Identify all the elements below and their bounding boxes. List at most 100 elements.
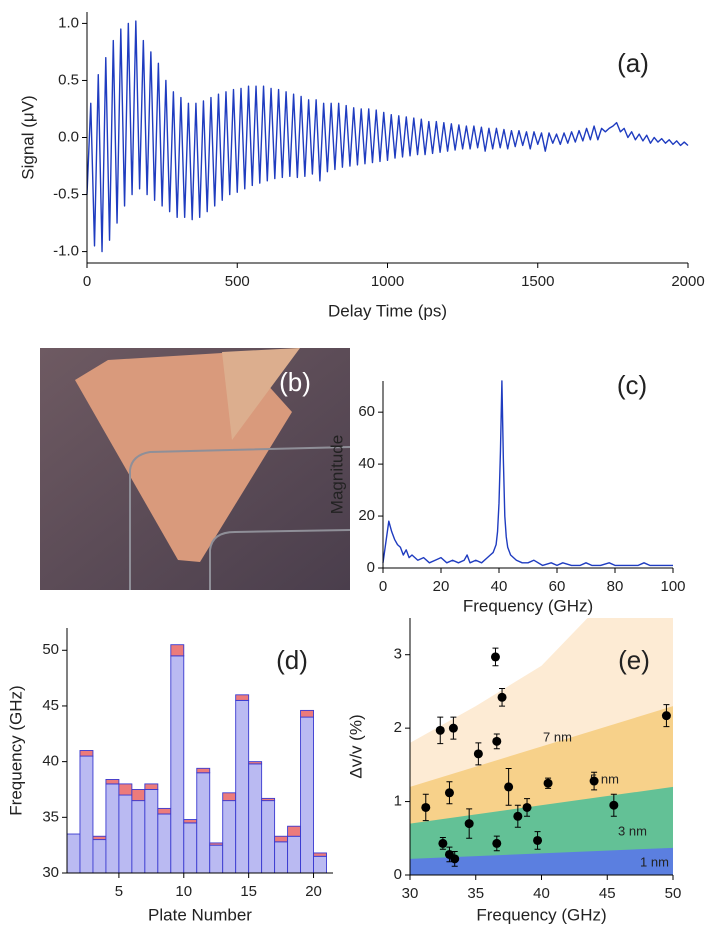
bar-segment	[118, 783, 133, 796]
data-point	[435, 725, 445, 735]
bar-segment	[313, 855, 327, 874]
thickness-band	[410, 847, 673, 875]
y-tick-label: -1.0	[53, 243, 79, 260]
data-point	[490, 652, 500, 662]
x-tick-label: 45	[599, 885, 616, 902]
x-tick-label: 15	[240, 883, 257, 900]
flake-overlay	[222, 348, 300, 440]
x-tick-label: 40	[533, 885, 550, 902]
y-tick-label: 20	[358, 507, 375, 524]
y-tick-label: 0.5	[58, 71, 79, 88]
x-tick-label: 5	[115, 883, 123, 900]
data-point	[513, 811, 523, 821]
substrate-pattern	[129, 446, 351, 590]
bar-segment	[196, 772, 211, 874]
bar-segment	[183, 822, 198, 874]
x-axis-label: Plate Number	[148, 905, 252, 924]
x-tick-label: 60	[549, 578, 566, 595]
data-point	[450, 854, 460, 864]
y-tick-label: 1.0	[58, 14, 79, 31]
bar-segment	[183, 819, 198, 824]
bar-segment	[287, 835, 302, 874]
band-label: 1 nm	[640, 854, 669, 869]
bar-segment	[131, 789, 146, 802]
x-tick-label: 40	[491, 578, 508, 595]
data-point	[609, 800, 619, 810]
y-tick-label: 35	[42, 808, 59, 825]
bar-segment	[261, 797, 276, 802]
bar-segment	[79, 755, 94, 874]
x-tick-label: 35	[467, 885, 484, 902]
bar-segment	[222, 792, 237, 802]
data-point	[497, 692, 507, 702]
y-tick-label: 40	[358, 455, 375, 472]
x-tick-label: 30	[402, 885, 419, 902]
photo-panel: (b)	[40, 348, 351, 590]
y-axis-label: Δv/v (%)	[346, 714, 365, 778]
bar-segment	[235, 694, 250, 701]
y-tick-label: 0	[394, 866, 402, 883]
y-tick-label: 45	[42, 697, 59, 714]
y-tick-label: 3	[394, 646, 402, 663]
bar-segment	[144, 789, 159, 874]
band-label: 3 nm	[618, 823, 647, 838]
bar-segment	[144, 783, 159, 790]
bar-segment	[79, 750, 94, 757]
x-axis-label: Delay Time (ps)	[328, 301, 447, 320]
chart-panel: 0 20 40 60 0 20 40 60 80 100 Frequency (GHz) Magnit…	[327, 370, 685, 616]
data-point	[492, 736, 502, 746]
y-tick-label: 40	[42, 753, 59, 770]
y-tick-label: 50	[42, 641, 59, 658]
bar-segment	[131, 800, 146, 874]
x-tick-label: 20	[305, 883, 322, 900]
x-tick-label: 2000	[671, 273, 704, 290]
y-tick-label: 30	[42, 864, 59, 881]
bar-segment	[92, 835, 107, 841]
y-axis-label: Frequency (GHz)	[6, 685, 25, 815]
bar-segment	[170, 655, 185, 874]
x-tick-label: 50	[665, 885, 682, 902]
plot-area	[66, 644, 327, 874]
bar-segment	[196, 767, 211, 774]
data-point	[661, 711, 671, 721]
data-line	[382, 380, 673, 567]
data-point	[504, 782, 514, 792]
bar-segment	[170, 644, 185, 657]
y-tick-label: 0	[367, 559, 375, 576]
bar-segment	[118, 794, 133, 874]
band-label: 7 nm	[543, 729, 572, 744]
x-axis-label: Frequency (GHz)	[476, 905, 606, 924]
x-tick-label: 10	[175, 883, 192, 900]
y-axis-label: Magnitude	[327, 435, 346, 514]
bar-segment	[248, 763, 263, 874]
bar-segment	[209, 844, 224, 874]
x-tick-label: 80	[607, 578, 624, 595]
bar-segment	[235, 699, 250, 874]
y-tick-label: 60	[358, 403, 375, 420]
chart-panel: -1.0 -0.5 0.0 0.5 1.0 0 500 1000 1500 2000 Delay T…	[18, 12, 705, 320]
bar-segment	[157, 807, 172, 815]
panel-label: (e)	[618, 645, 650, 675]
bar-segment	[222, 800, 237, 874]
data-point	[421, 802, 431, 812]
plot-area: 7 nm5 nm3 nm1 nm	[410, 618, 673, 875]
y-tick-label: 0.0	[58, 128, 79, 145]
data-point	[492, 838, 502, 848]
bar-segment	[261, 800, 276, 874]
bar-segment	[105, 783, 120, 874]
x-tick-label: 1500	[521, 273, 554, 290]
chart-panel: 30 35 40 45 50 5 10 15 20 Plate Number Frequency (…	[6, 628, 333, 924]
panel-label: (b)	[279, 367, 311, 397]
data-point	[444, 788, 454, 798]
x-axis-label: Frequency (GHz)	[463, 596, 593, 615]
bar-segment	[209, 842, 224, 846]
bar-segment	[92, 839, 107, 874]
bar-segment	[274, 841, 289, 874]
data-line	[86, 20, 689, 253]
bar-segment	[300, 709, 314, 718]
plot-area	[86, 20, 689, 253]
x-tick-label: 20	[433, 578, 450, 595]
panel-label: (d)	[276, 645, 308, 675]
